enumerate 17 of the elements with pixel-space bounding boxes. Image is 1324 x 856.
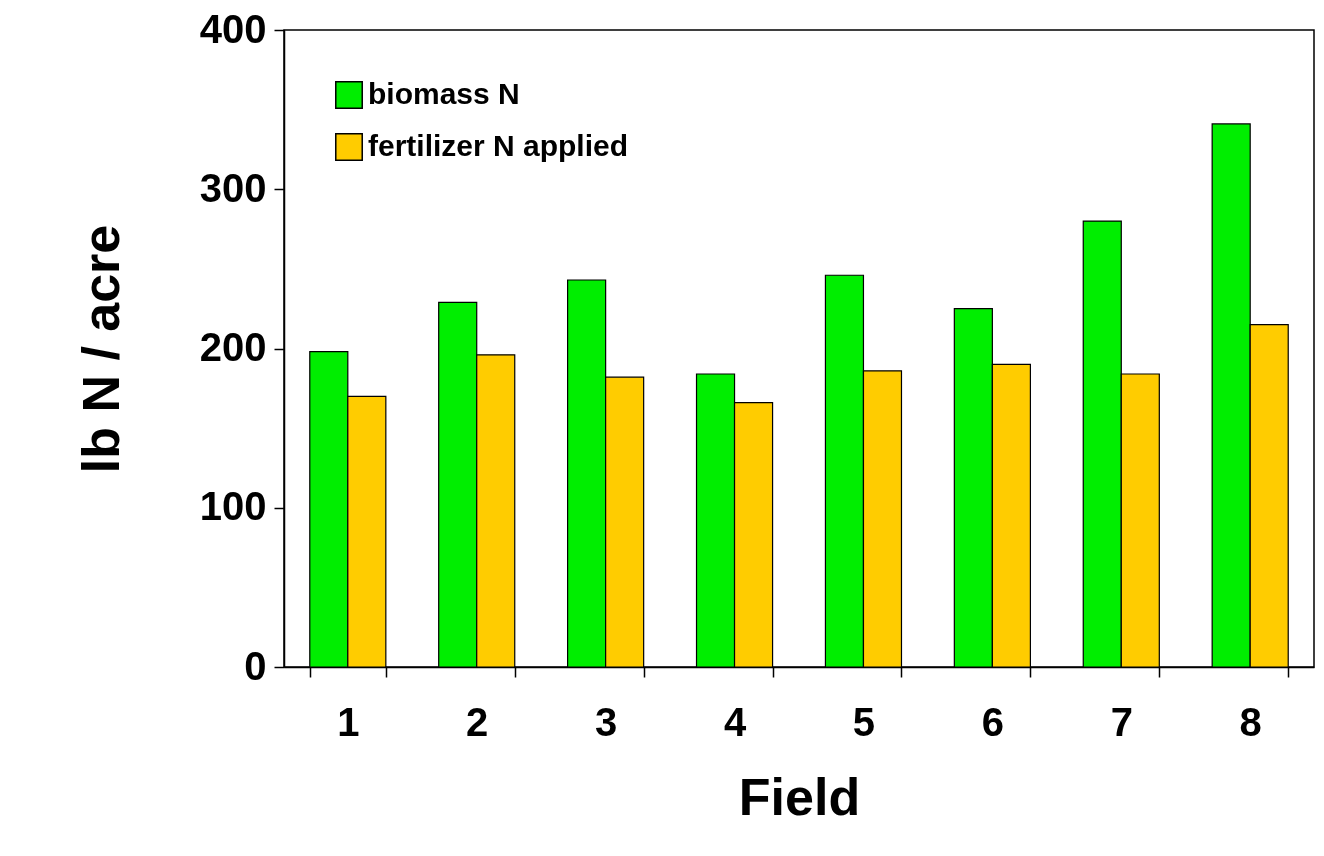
- x-tick-label: 8: [1239, 699, 1262, 744]
- y-tick-label: 100: [199, 484, 267, 529]
- x-tick-label: 4: [723, 699, 747, 744]
- y-axis-title: lb N / acre: [71, 224, 130, 474]
- y-tick-label: 400: [199, 6, 267, 51]
- y-tick-label: 300: [199, 165, 267, 210]
- x-tick-label: 1: [337, 699, 360, 744]
- x-tick-label: 2: [466, 699, 489, 744]
- legend-label: fertilizer N applied: [368, 129, 629, 162]
- y-tick-label: 200: [199, 325, 267, 369]
- y-tick-label: 0: [244, 643, 267, 688]
- x-axis-title: Field: [738, 767, 861, 826]
- x-tick-label: 5: [852, 699, 876, 744]
- legend-label: biomass N: [368, 77, 520, 110]
- x-tick-label: 6: [981, 699, 1004, 744]
- x-tick-label: 3: [595, 699, 618, 744]
- x-tick-label: 7: [1110, 699, 1133, 744]
